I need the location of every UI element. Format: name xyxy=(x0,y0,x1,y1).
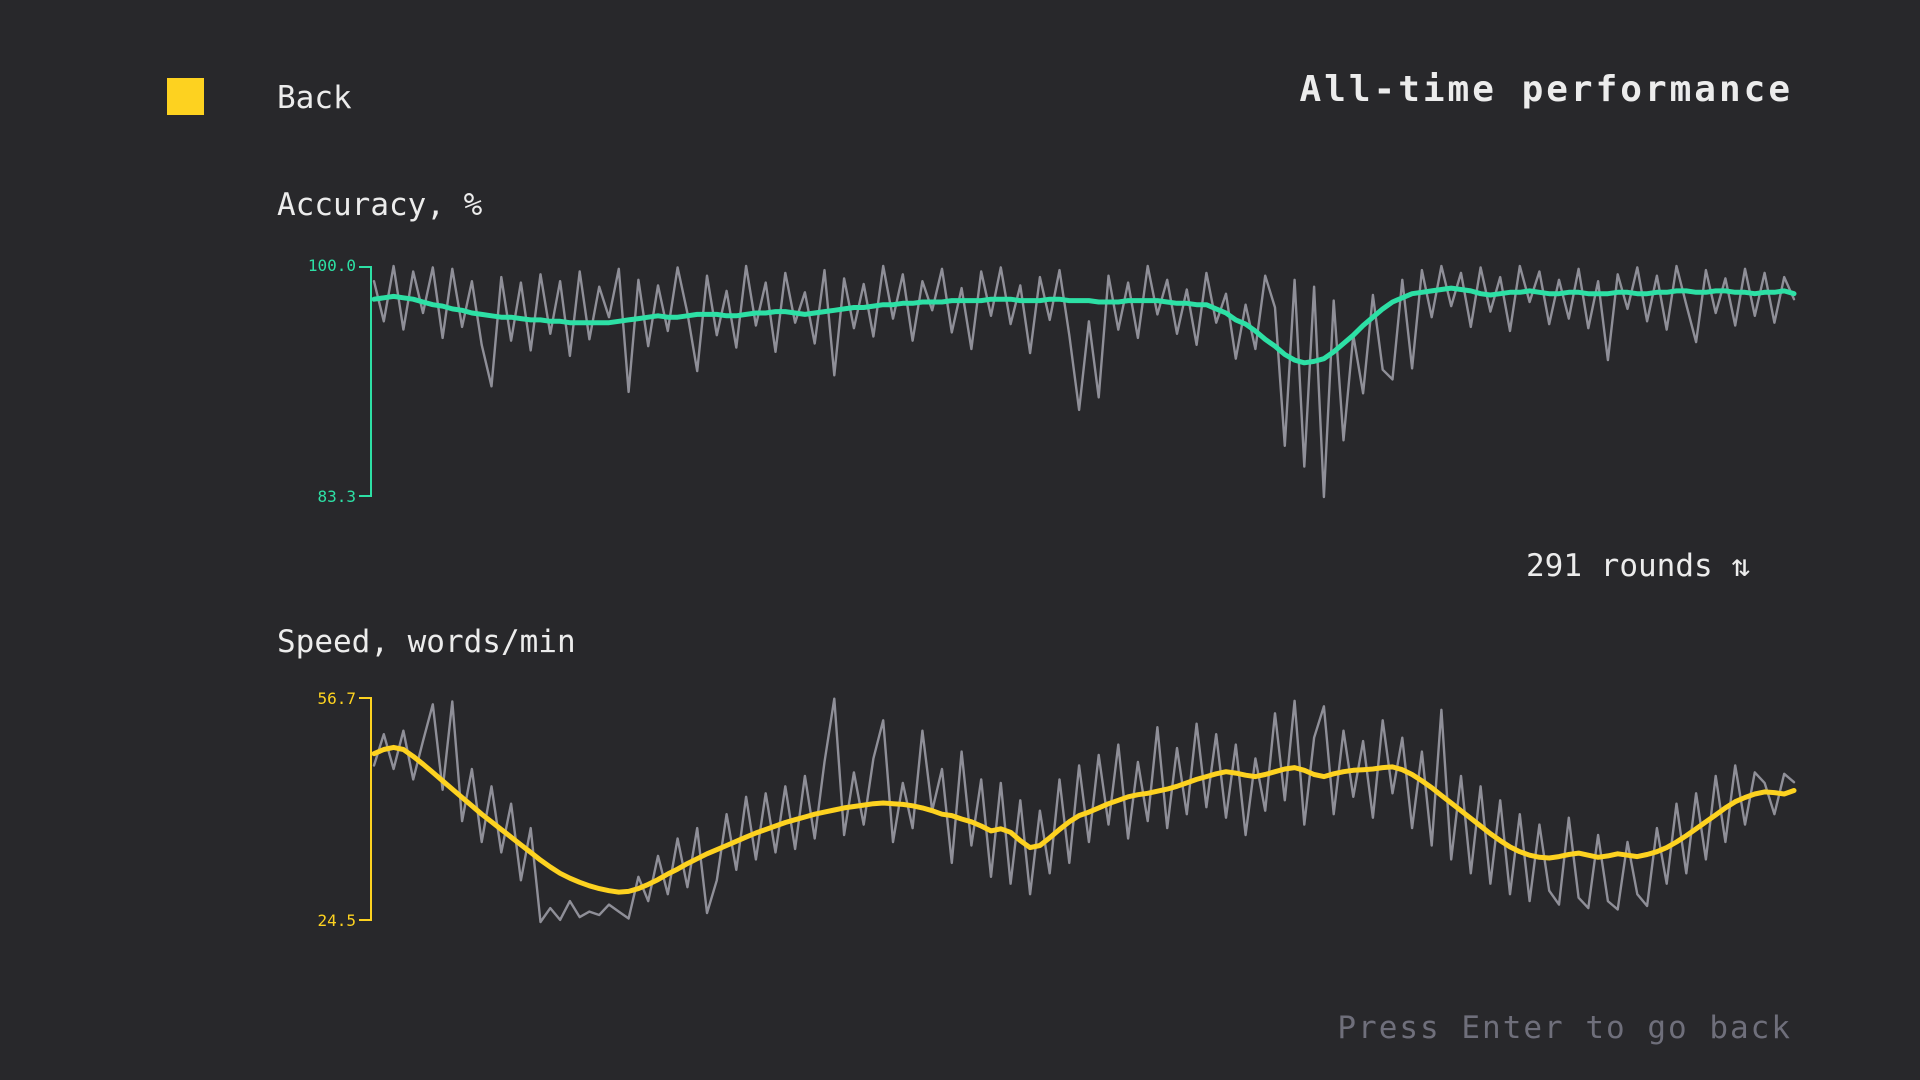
back-button[interactable]: Back xyxy=(167,78,417,118)
accuracy-y-min-tick xyxy=(359,495,371,497)
footer-hint: Press Enter to go back xyxy=(1337,1010,1792,1046)
selection-indicator-icon xyxy=(167,78,204,115)
sort-toggle-icon: ⇅ xyxy=(1731,548,1750,584)
accuracy-axis-line xyxy=(370,266,372,497)
rounds-count-toggle[interactable]: 291 rounds ⇅ xyxy=(1250,551,1750,582)
speed-y-min-tick xyxy=(359,919,371,921)
speed-chart-plot xyxy=(371,697,1797,924)
rounds-count-label: 291 rounds xyxy=(1526,548,1713,584)
accuracy-y-min-label: 83.3 xyxy=(317,487,356,506)
accuracy-chart-plot xyxy=(371,264,1797,499)
accuracy-chart-title: Accuracy, % xyxy=(277,187,483,223)
speed-y-max-label: 56.7 xyxy=(317,689,356,708)
speed-chart-title: Speed, words/min xyxy=(277,624,576,660)
speed-axis-line xyxy=(370,697,372,921)
speed-y-min-label: 24.5 xyxy=(317,911,356,930)
accuracy-y-max-tick xyxy=(359,266,371,268)
back-button-label: Back xyxy=(277,80,352,116)
speed-y-max-tick xyxy=(359,697,371,699)
accuracy-y-max-label: 100.0 xyxy=(307,256,356,275)
page-title: All-time performance xyxy=(1299,69,1793,110)
